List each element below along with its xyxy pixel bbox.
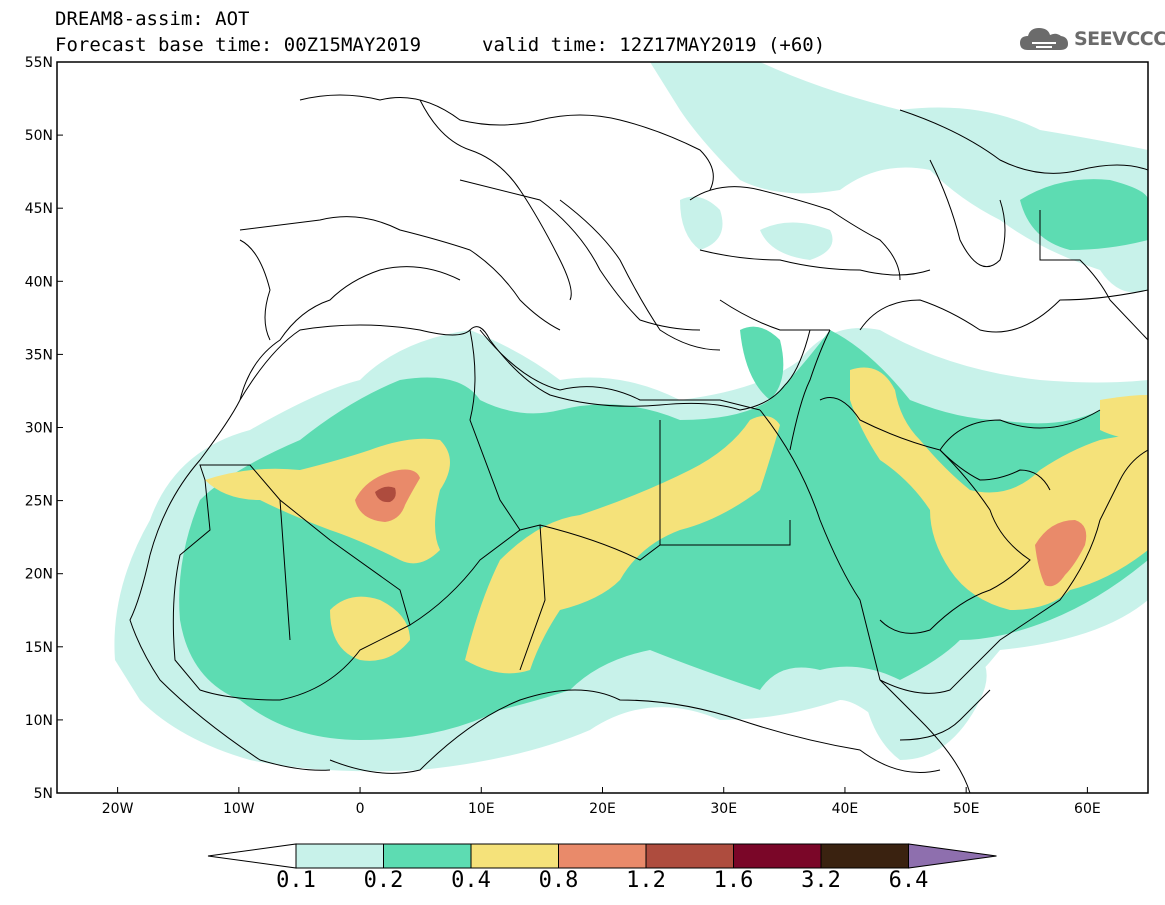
- y-tick-label: 20N: [25, 567, 53, 583]
- title-valid-time: valid time: 12Z17MAY2019 (+60): [482, 34, 826, 56]
- y-tick-label: 45N: [25, 201, 53, 217]
- colorbar-segment: [820, 843, 909, 869]
- colorbar-segment: [733, 843, 822, 869]
- colorbar: [207, 843, 997, 869]
- x-tick-label: 10E: [468, 801, 495, 817]
- colorbar-label: 0.8: [538, 868, 579, 893]
- colorbar-label: 3.2: [801, 868, 841, 893]
- colorbar-segment: [295, 843, 384, 869]
- colorbar-label: 0.1: [276, 868, 316, 893]
- y-tick-label: 25N: [25, 494, 53, 510]
- colorbar-segment: [558, 843, 647, 869]
- x-tick-label: 20W: [102, 801, 134, 817]
- x-tick-label: 20E: [589, 801, 616, 817]
- x-tick-label: 40E: [832, 801, 859, 817]
- y-tick-label: 10N: [25, 713, 53, 729]
- title-base-time: Forecast base time: 00Z15MAY2019: [55, 34, 422, 56]
- cloud-icon: [1020, 28, 1068, 50]
- aot-level-0-4: [205, 367, 1148, 674]
- colorbar-segment: [470, 843, 559, 869]
- colorbar-segment: [383, 843, 472, 869]
- y-tick-label: 15N: [25, 640, 53, 656]
- colorbar-low-arrow: [207, 843, 297, 869]
- x-axis: 20W 10W 0 10E 20E 30E 40E 50E 60E: [102, 787, 1101, 817]
- x-tick-label: 10W: [223, 801, 255, 817]
- y-tick-label: 30N: [25, 421, 53, 437]
- colorbar-label: 1.2: [626, 868, 666, 893]
- aot-contours: [114, 62, 1148, 793]
- colorbar-label: 6.4: [888, 868, 929, 893]
- logo-text: SEEVCCC: [1074, 28, 1165, 50]
- colorbar-segment: [645, 843, 734, 869]
- seevccc-logo: SEEVCCC: [1018, 22, 1165, 56]
- colorbar-label: 0.2: [363, 868, 404, 893]
- y-tick-label: 50N: [25, 128, 53, 144]
- colorbar-label: 1.6: [713, 868, 754, 893]
- x-tick-label: 0: [356, 801, 365, 817]
- y-tick-label: 40N: [25, 274, 53, 290]
- aot-level-1-2: [375, 486, 396, 503]
- colorbar-label: 0.4: [451, 868, 491, 893]
- x-tick-label: 50E: [953, 801, 980, 817]
- y-tick-label: 55N: [25, 55, 53, 71]
- title-product: DREAM8-assim: AOT: [55, 8, 250, 30]
- y-tick-label: 5N: [34, 786, 53, 802]
- y-axis: 5N 10N 15N 20N 25N 30N 35N 40N 45N 50N 55N: [25, 55, 63, 802]
- colorbar-high-arrow: [908, 843, 997, 869]
- x-tick-label: 60E: [1074, 801, 1101, 817]
- x-tick-label: 30E: [710, 801, 737, 817]
- coastlines: [129, 99, 1148, 793]
- y-tick-label: 35N: [25, 347, 53, 363]
- country-borders: [149, 94, 1148, 774]
